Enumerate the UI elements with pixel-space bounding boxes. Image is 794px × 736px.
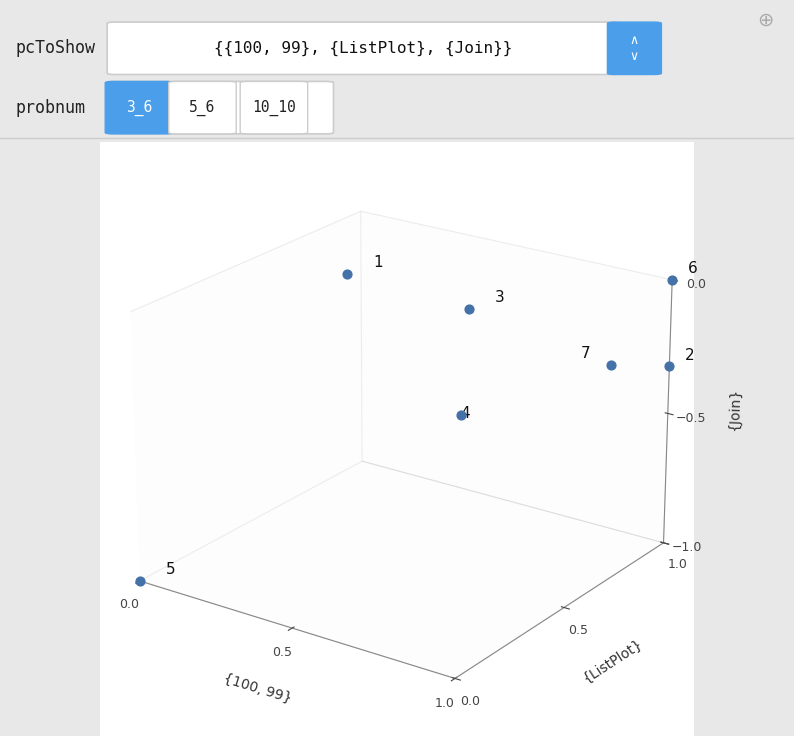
Text: 10_10: 10_10 (252, 99, 296, 116)
Text: 3_6: 3_6 (125, 99, 152, 116)
FancyBboxPatch shape (107, 82, 333, 134)
Text: 5_6: 5_6 (189, 99, 216, 116)
Text: ∨: ∨ (630, 50, 639, 63)
FancyBboxPatch shape (105, 82, 172, 134)
Y-axis label: {ListPlot}: {ListPlot} (580, 637, 645, 685)
FancyBboxPatch shape (107, 22, 619, 74)
Text: {{100, 99}, {ListPlot}, {Join}}: {{100, 99}, {ListPlot}, {Join}} (214, 40, 512, 56)
Text: pcToShow: pcToShow (16, 39, 96, 57)
FancyBboxPatch shape (240, 82, 308, 134)
Text: ⊕: ⊕ (757, 11, 773, 30)
Text: ∧: ∧ (630, 34, 639, 46)
FancyBboxPatch shape (607, 22, 661, 74)
X-axis label: {100, 99}: {100, 99} (222, 672, 293, 706)
Text: probnum: probnum (16, 99, 86, 116)
FancyBboxPatch shape (168, 82, 237, 134)
